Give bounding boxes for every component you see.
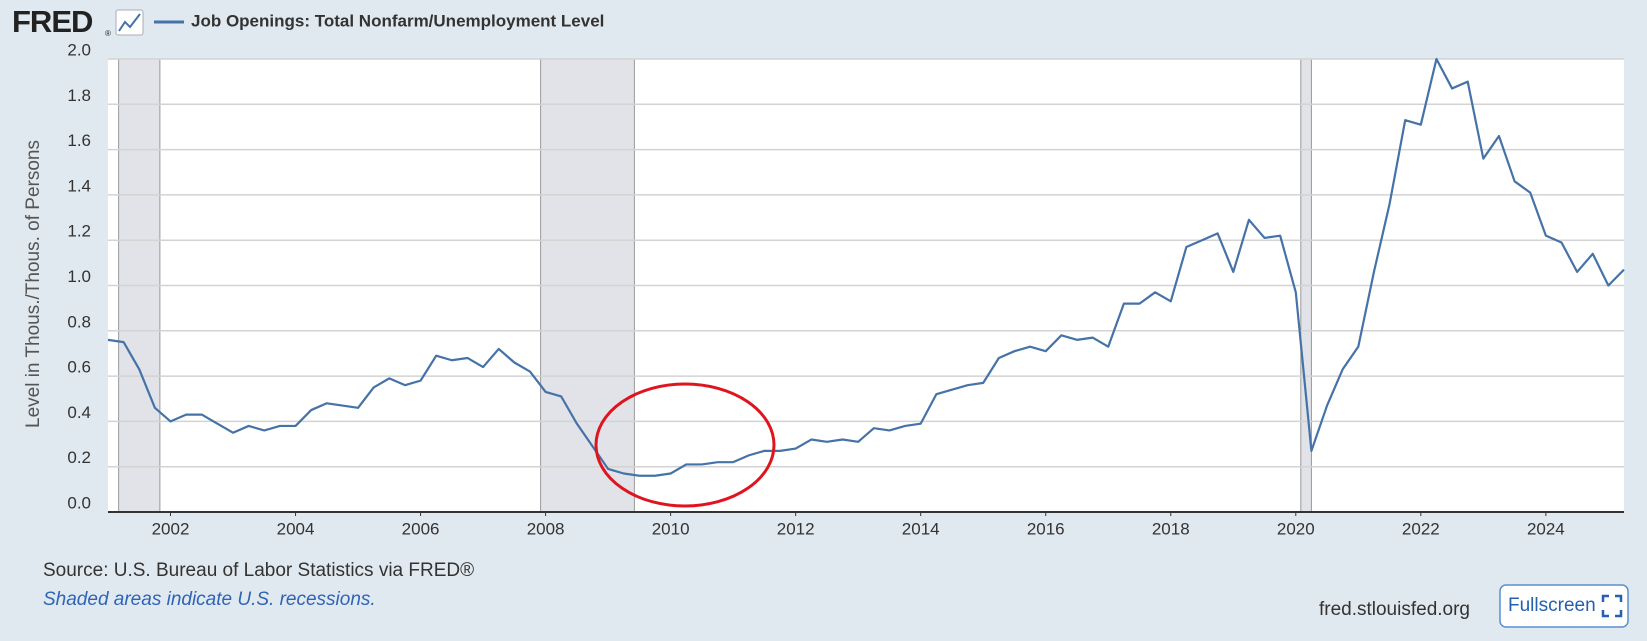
logo-mark: ®	[105, 29, 111, 38]
y-tick-label: 0.2	[67, 448, 91, 467]
x-tick-label: 2022	[1402, 519, 1440, 538]
x-tick-label: 2010	[652, 519, 690, 538]
note: Shaded areas indicate U.S. recessions.	[43, 589, 376, 610]
x-tick-label: 2012	[777, 519, 815, 538]
y-tick-label: 1.8	[67, 86, 91, 105]
x-tick-label: 2014	[902, 519, 940, 538]
x-tick-label: 2002	[152, 519, 190, 538]
x-tick-label: 2024	[1527, 519, 1565, 538]
y-axis-label: Level in Thous./Thous. of Persons	[23, 140, 44, 428]
x-tick-label: 2008	[527, 519, 565, 538]
button-frame[interactable]	[1499, 584, 1629, 628]
graph-icon	[115, 9, 144, 36]
button-label[interactable]: Fullscreen	[1508, 595, 1596, 616]
y-tick-label: 0.8	[67, 312, 91, 331]
y-tick-label: 1.0	[67, 267, 91, 286]
fullscreen-icon[interactable]	[1601, 594, 1623, 618]
y-tick-label: 0.0	[67, 493, 91, 512]
annotation-circle	[594, 382, 776, 508]
source: Source: U.S. Bureau of Labor Statistics …	[43, 560, 474, 581]
y-tick-label: 1.4	[67, 176, 91, 195]
y-tick-label: 2.0	[67, 40, 91, 59]
legend-label: Job Openings: Total Nonfarm/Unemployment…	[191, 11, 604, 30]
x-tick-label: 2004	[277, 519, 315, 538]
x-tick-label: 2016	[1027, 519, 1065, 538]
x-tick-label: 2006	[402, 519, 440, 538]
y-tick-label: 1.2	[67, 222, 91, 241]
y-tick-label: 0.4	[67, 403, 91, 422]
y-tick-label: 0.6	[67, 358, 91, 377]
series-line	[107, 57, 1625, 477]
series	[107, 57, 1625, 477]
logo: FRED	[12, 4, 93, 39]
x-tick-label: 2020	[1277, 519, 1315, 538]
x-tick-label: 2018	[1152, 519, 1190, 538]
y-tick-label: 1.6	[67, 131, 91, 150]
site-url: fred.stlouisfed.org	[1319, 599, 1470, 620]
fullscreen-button[interactable]: Fullscreen	[1499, 584, 1629, 628]
